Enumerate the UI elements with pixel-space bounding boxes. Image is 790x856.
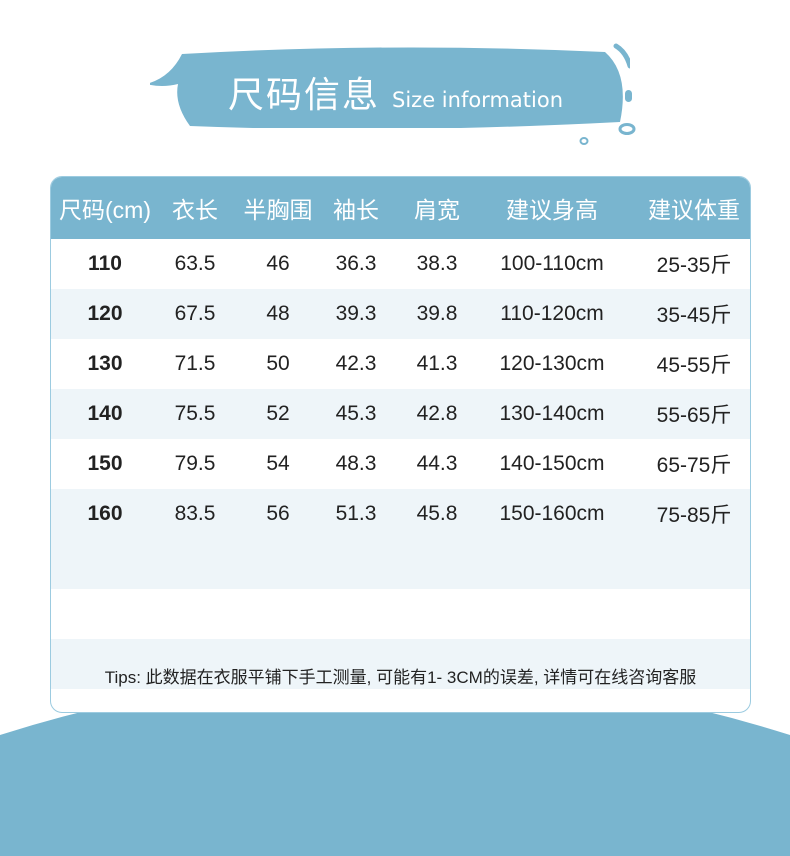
table-cell: 46 [266, 252, 290, 275]
table-cell: 35-45斤 [656, 304, 732, 327]
empty-row [51, 589, 750, 639]
table-cell: 140-150cm [499, 452, 605, 475]
empty-row [51, 539, 750, 589]
column-header: 袖长 [333, 197, 379, 223]
table-cell: 45.3 [335, 402, 377, 425]
title-cn: 尺码信息 [228, 75, 381, 116]
table-cell: 44.3 [416, 452, 458, 475]
table-cell: 140 [87, 402, 123, 425]
tips-text: Tips: 此数据在衣服平铺下手工测量, 可能有1- 3CM的误差, 详情可在线… [104, 668, 697, 687]
table-cell: 41.3 [416, 352, 458, 375]
table-cell: 42.3 [335, 352, 377, 375]
table-cell: 52 [266, 402, 290, 425]
column-header: 尺码(cm) [59, 197, 151, 223]
table-cell: 160 [87, 502, 123, 525]
table-cell: 150 [87, 452, 123, 475]
table-cell: 120 [87, 302, 123, 325]
table-header: 尺码(cm) 衣长 半胸围 袖长 肩宽 建议身高 建议体重 [51, 177, 750, 239]
table-row: 160 83.5 56 51.3 45.8 150-160cm 75-85斤 [51, 489, 750, 539]
empty-row [51, 639, 750, 689]
table-cell: 83.5 [174, 502, 216, 525]
small-dot-icon [579, 137, 589, 145]
column-header: 半胸围 [243, 197, 313, 223]
table-row: 130 71.5 50 42.3 41.3 120-130cm 45-55斤 [51, 339, 750, 389]
table-cell: 54 [266, 452, 290, 475]
table-cell: 48 [266, 302, 290, 325]
table-cell: 110-120cm [500, 302, 604, 325]
table-row: 110 63.5 46 36.3 38.3 100-110cm 25-35斤 [51, 239, 750, 289]
table-cell: 36.3 [335, 252, 377, 275]
table-cell: 79.5 [174, 452, 216, 475]
table-cell: 120-130cm [499, 352, 605, 375]
table-cell: 51.3 [335, 502, 377, 525]
table-cell: 130-140cm [499, 402, 605, 425]
table-cell: 48.3 [335, 452, 377, 475]
table-cell: 42.8 [416, 402, 458, 425]
table-cell: 67.5 [174, 302, 216, 325]
table-cell: 63.5 [174, 252, 216, 275]
column-header: 肩宽 [414, 197, 460, 223]
table-row: 120 67.5 48 39.3 39.8 110-120cm 35-45斤 [51, 289, 750, 339]
table-cell: 50 [266, 352, 290, 375]
speech-bubble-icon [150, 43, 630, 128]
column-header: 建议身高 [506, 197, 598, 223]
table-cell: 100-110cm [500, 252, 604, 275]
table-cell: 45-55斤 [656, 354, 732, 377]
table-cell: 65-75斤 [656, 454, 732, 477]
title-en: Size information [392, 88, 563, 112]
bubble-dots-icon [618, 90, 636, 135]
table-cell: 55-65斤 [656, 404, 732, 427]
table-cell: 25-35斤 [656, 254, 732, 277]
table-cell: 150-160cm [499, 502, 605, 525]
table-cell: 110 [88, 252, 122, 275]
size-table: 尺码(cm) 衣长 半胸围 袖长 肩宽 建议身高 建议体重 110 63.5 46 36.3 38.… [50, 176, 751, 713]
table-row: 140 75.5 52 45.3 42.8 130-140cm 55-65斤 [51, 389, 750, 439]
banner-title: 尺码信息 Size information [228, 66, 563, 118]
table-cell: 75-85斤 [656, 504, 732, 527]
column-header: 建议体重 [648, 197, 740, 223]
table-cell: 75.5 [174, 402, 216, 425]
column-header: 衣长 [172, 197, 218, 223]
table-cell: 38.3 [416, 252, 458, 275]
table-cell: 130 [87, 352, 123, 375]
table-cell: 45.8 [416, 502, 458, 525]
table-cell: 39.3 [335, 302, 377, 325]
table-cell: 39.8 [416, 302, 458, 325]
table-cell: 71.5 [174, 352, 216, 375]
table-cell: 56 [266, 502, 290, 525]
table-row: 150 79.5 54 48.3 44.3 140-150cm 65-75斤 [51, 439, 750, 489]
